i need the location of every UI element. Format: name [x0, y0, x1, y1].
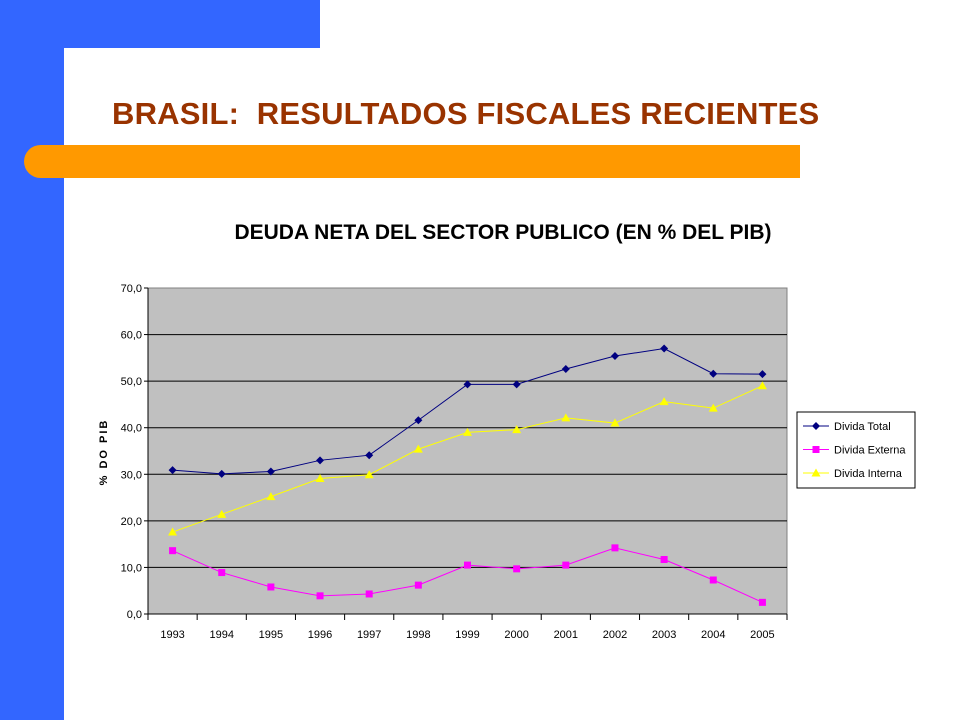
data-point-divida-total — [512, 380, 521, 389]
x-tick-label: 1994 — [209, 629, 233, 641]
data-point-divida-total — [660, 344, 669, 353]
data-point-divida-interna — [610, 418, 620, 427]
x-tick-label: 2001 — [554, 629, 578, 641]
series-divida-interna — [168, 381, 767, 536]
x-tick-label: 2002 — [603, 629, 627, 641]
data-point-divida-total — [266, 467, 275, 476]
data-point-divida-interna — [708, 403, 718, 412]
data-point-divida-externa — [414, 581, 422, 589]
data-point-divida-total — [365, 451, 374, 460]
x-tick-label: 1996 — [308, 629, 332, 641]
data-point-divida-total — [168, 466, 177, 475]
data-point-divida-total — [709, 369, 718, 378]
x-tick-label: 2003 — [652, 629, 676, 641]
plot-area — [147, 287, 788, 615]
data-point-divida-externa — [365, 590, 373, 598]
data-point-divida-externa — [513, 565, 521, 573]
data-point-divida-total — [610, 351, 619, 360]
data-point-divida-interna — [266, 492, 276, 501]
data-point-divida-interna — [463, 427, 472, 436]
data-point-divida-interna — [757, 381, 767, 390]
data-point-divida-total — [561, 365, 570, 374]
data-point-divida-externa — [464, 561, 471, 569]
data-point-divida-total — [217, 469, 226, 478]
legend-marker-divida-externa — [812, 446, 820, 453]
data-point-divida-externa — [660, 556, 668, 564]
side-band — [0, 0, 64, 720]
slide-title: BRASIL: RESULTADOS FISCALES RECIENTES — [112, 96, 820, 131]
data-point-divida-interna — [315, 473, 325, 482]
data-point-divida-interna — [561, 413, 571, 422]
x-tick-label: 2000 — [504, 629, 528, 641]
x-tick-label: 1997 — [357, 629, 381, 641]
legend-label-divida-externa: Divida Externa — [834, 445, 906, 457]
data-point-divida-total — [758, 370, 767, 379]
y-tick-label: 0,0 — [127, 609, 142, 621]
accent-bar — [24, 145, 800, 178]
x-tick-label: 1998 — [406, 629, 430, 641]
y-tick-label: 20,0 — [121, 516, 142, 528]
data-point-divida-externa — [611, 544, 619, 552]
data-point-divida-externa — [562, 561, 570, 569]
legend-label-divida-total: Divida Total — [834, 421, 891, 433]
series-divida-externa — [169, 544, 766, 606]
series-divida-total — [168, 344, 767, 478]
data-point-divida-externa — [758, 598, 766, 606]
data-point-divida-interna — [659, 397, 669, 406]
data-point-divida-externa — [169, 547, 177, 555]
data-point-divida-externa — [709, 576, 717, 584]
x-tick-label: 1995 — [259, 629, 283, 641]
data-point-divida-interna — [364, 470, 374, 479]
x-tick-label: 2004 — [701, 629, 725, 641]
x-tick-label: 1993 — [160, 629, 184, 641]
y-axis-label: % DO PIB — [98, 419, 110, 486]
y-tick-label: 60,0 — [121, 330, 142, 342]
y-tick-label: 10,0 — [121, 562, 142, 574]
chart-title: DEUDA NETA DEL SECTOR PUBLICO (EN % DEL … — [234, 221, 771, 244]
data-point-divida-interna — [413, 444, 423, 453]
x-tick-label: 2005 — [750, 629, 774, 641]
legend-label-divida-interna: Divida Interna — [834, 468, 903, 480]
y-tick-label: 50,0 — [121, 376, 142, 388]
y-tick-label: 30,0 — [121, 469, 142, 481]
data-point-divida-interna — [217, 509, 227, 518]
data-point-divida-externa — [316, 592, 324, 600]
data-point-divida-interna — [512, 425, 522, 434]
legend-marker-divida-total — [812, 422, 820, 430]
x-tick-label: 1999 — [455, 629, 479, 641]
data-point-divida-total — [463, 380, 472, 389]
data-point-divida-externa — [267, 583, 275, 591]
data-point-divida-externa — [218, 569, 226, 577]
y-tick-label: 70,0 — [121, 283, 142, 295]
data-point-divida-total — [316, 456, 325, 465]
data-point-divida-total — [414, 416, 423, 425]
y-tick-label: 40,0 — [121, 423, 142, 435]
top-band — [0, 0, 320, 48]
data-point-divida-interna — [168, 527, 178, 536]
legend-marker-divida-interna — [811, 468, 821, 477]
